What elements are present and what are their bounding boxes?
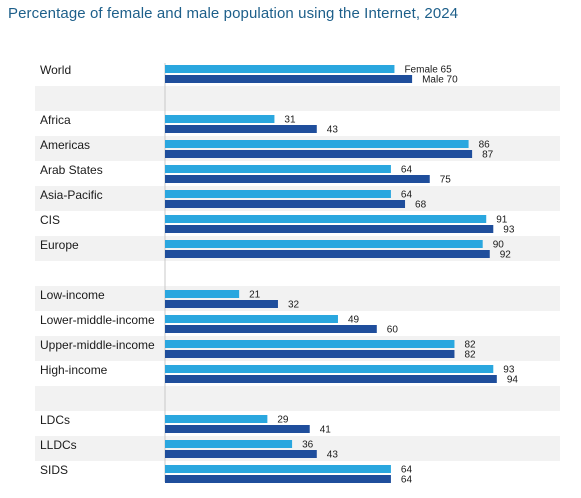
- bar-male: [165, 225, 494, 233]
- category-label: Asia-Pacific: [40, 188, 103, 202]
- category-label: Low-income: [40, 288, 105, 302]
- bar-female: [165, 240, 483, 248]
- value-label-male: 43: [327, 450, 339, 461]
- bar-female: [165, 340, 455, 348]
- value-label-female: 49: [348, 315, 360, 326]
- value-label-female: 29: [277, 415, 289, 426]
- value-label-female: Female 65: [404, 65, 452, 76]
- value-label-female: 36: [302, 440, 314, 451]
- category-label: Africa: [40, 113, 71, 127]
- category-label: World: [40, 63, 71, 77]
- bar-male: [165, 475, 391, 483]
- bar-male: [165, 150, 473, 158]
- value-label-female: 64: [401, 465, 413, 476]
- row-band: [35, 286, 560, 311]
- category-label: LDCs: [40, 413, 70, 427]
- bar-male: [165, 375, 497, 383]
- value-label-female: 31: [284, 115, 296, 126]
- value-label-male: 82: [464, 350, 476, 361]
- bar-female: [165, 65, 395, 73]
- category-label: Americas: [40, 138, 90, 152]
- value-label-male: 43: [327, 125, 339, 136]
- bar-male: [165, 350, 455, 358]
- bar-male: [165, 125, 317, 133]
- value-label-female: 91: [496, 215, 508, 226]
- chart-title: Percentage of female and male population…: [8, 5, 459, 22]
- bar-male: [165, 250, 490, 258]
- category-label: Arab States: [40, 163, 103, 177]
- category-label: High-income: [40, 363, 108, 377]
- category-label: SIDS: [40, 463, 68, 477]
- bar-male: [165, 175, 430, 183]
- value-label-male: 64: [401, 475, 413, 486]
- bar-female: [165, 115, 275, 123]
- value-label-male: 68: [415, 200, 427, 211]
- category-label: Europe: [40, 238, 79, 252]
- value-label-male: Male 70: [422, 75, 458, 86]
- bar-male: [165, 75, 413, 83]
- value-label-female: 82: [464, 340, 476, 351]
- category-label: Upper-middle-income: [40, 338, 155, 352]
- bar-female: [165, 165, 391, 173]
- value-label-female: 90: [493, 240, 505, 251]
- bar-female: [165, 190, 391, 198]
- value-label-male: 94: [507, 375, 519, 386]
- bar-female: [165, 415, 268, 423]
- bar-male: [165, 325, 377, 333]
- value-label-male: 87: [482, 150, 494, 161]
- value-label-male: 93: [503, 225, 515, 236]
- category-label: LLDCs: [40, 438, 77, 452]
- bar-female: [165, 465, 391, 473]
- category-label: CIS: [40, 213, 60, 227]
- bar-female: [165, 215, 487, 223]
- category-label: Lower-middle-income: [40, 313, 155, 327]
- value-label-female: 86: [479, 140, 491, 151]
- bar-female: [165, 315, 338, 323]
- bar-female: [165, 290, 240, 298]
- value-label-male: 32: [288, 300, 300, 311]
- value-label-female: 93: [503, 365, 515, 376]
- value-label-female: 21: [249, 290, 261, 301]
- bar-female: [165, 440, 293, 448]
- value-label-male: 92: [500, 250, 512, 261]
- bar-female: [165, 365, 494, 373]
- bar-male: [165, 425, 310, 433]
- row-band: [35, 86, 560, 111]
- value-label-female: 64: [401, 165, 413, 176]
- bar-female: [165, 140, 469, 148]
- bar-male: [165, 200, 406, 208]
- value-label-male: 75: [440, 175, 452, 186]
- row-band: [35, 386, 560, 411]
- bar-male: [165, 300, 278, 308]
- value-label-male: 41: [320, 425, 332, 436]
- value-label-female: 64: [401, 190, 413, 201]
- value-label-male: 60: [387, 325, 399, 336]
- bar-male: [165, 450, 317, 458]
